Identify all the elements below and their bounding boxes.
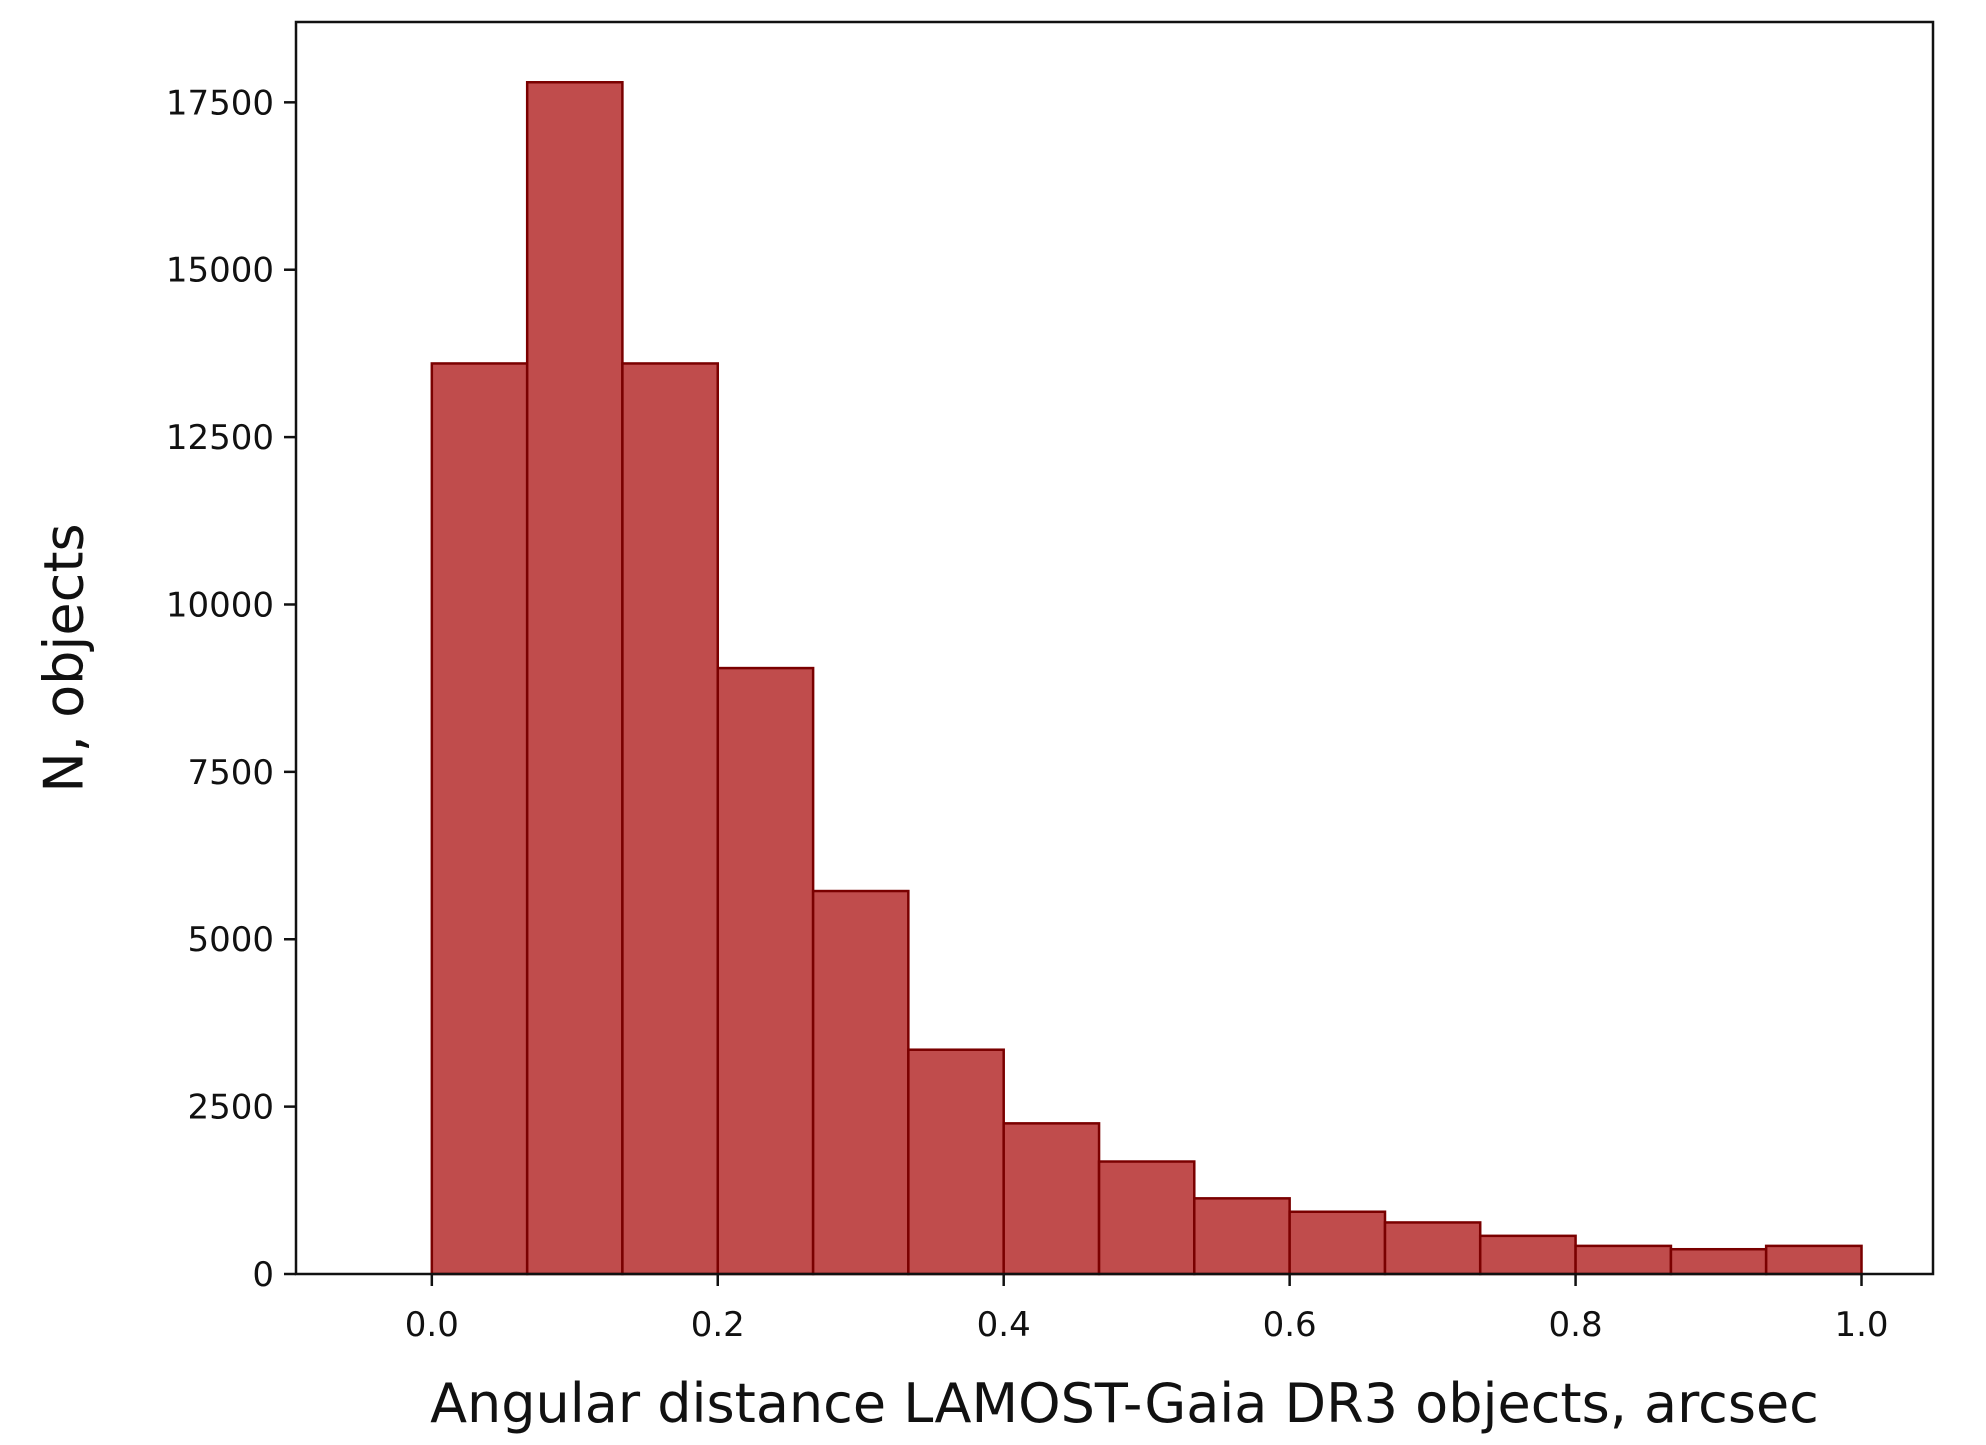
histogram-bar — [1097, 1160, 1196, 1276]
histogram-bar — [1383, 1221, 1482, 1276]
x-tick-label: 0.8 — [1549, 1305, 1603, 1345]
y-tick-label: 12500 — [166, 418, 274, 458]
x-tick-label: 0.4 — [977, 1305, 1031, 1345]
histogram-bar — [1764, 1244, 1863, 1276]
histogram-bar — [621, 362, 720, 1276]
histogram-bar — [811, 889, 910, 1276]
histogram-bar — [1288, 1210, 1387, 1276]
histogram-bar — [1669, 1247, 1768, 1276]
y-axis-title: N, objects — [33, 523, 96, 792]
y-axis-ticks: 0 2500 5000 7500 10000 12500 15000 17500 — [166, 83, 296, 1295]
x-tick-label: 0.2 — [691, 1305, 745, 1345]
y-tick-label: 2500 — [187, 1088, 274, 1128]
histogram-bar — [430, 362, 529, 1276]
bars-layer — [430, 81, 1863, 1276]
y-tick-label: 0 — [252, 1255, 274, 1295]
x-axis-title: Angular distance LAMOST-Gaia DR3 objects… — [430, 1372, 1819, 1435]
histogram-bar — [716, 666, 815, 1276]
histogram-bar — [1002, 1122, 1101, 1276]
y-tick-label: 17500 — [166, 83, 274, 123]
histogram-bar — [525, 81, 624, 1276]
y-tick-label: 10000 — [166, 585, 274, 625]
x-tick-label: 0.0 — [405, 1305, 459, 1345]
y-tick-label: 7500 — [187, 753, 274, 793]
plot-frame — [294, 20, 1935, 1276]
histogram-bar — [1193, 1197, 1291, 1276]
y-tick-label: 15000 — [166, 251, 274, 291]
x-axis-ticks: 0.0 0.2 0.4 0.6 0.8 1.0 — [405, 1274, 1889, 1345]
histogram-bar — [1478, 1234, 1577, 1276]
histogram-bar — [1574, 1244, 1673, 1276]
x-tick-label: 1.0 — [1834, 1305, 1888, 1345]
y-tick-label: 5000 — [187, 920, 274, 960]
histogram-bar — [907, 1048, 1005, 1276]
x-tick-label: 0.6 — [1263, 1305, 1317, 1345]
